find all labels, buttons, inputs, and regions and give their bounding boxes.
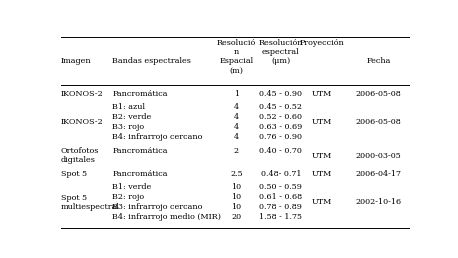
Text: 0.76 - 0.90: 0.76 - 0.90: [259, 133, 302, 141]
Text: 4: 4: [234, 113, 239, 121]
Text: IKONOS-2: IKONOS-2: [61, 90, 104, 98]
Text: 10: 10: [231, 203, 241, 211]
Text: 20: 20: [231, 213, 241, 221]
Text: 4: 4: [234, 103, 239, 111]
Text: 0.50 - 0.59: 0.50 - 0.59: [259, 183, 302, 191]
Text: Pancromática: Pancromática: [112, 148, 168, 156]
Text: UTM: UTM: [311, 90, 332, 98]
Text: B4: infrarrojo medio (MIR): B4: infrarrojo medio (MIR): [112, 213, 221, 221]
Text: Imagen: Imagen: [61, 57, 92, 65]
Text: B3: rojo: B3: rojo: [112, 123, 144, 131]
Text: 1.58 - 1.75: 1.58 - 1.75: [259, 213, 302, 221]
Text: 10: 10: [231, 183, 241, 191]
Text: 2006-04-17: 2006-04-17: [355, 170, 402, 178]
Text: Resolució
n
Espacial
(m): Resolució n Espacial (m): [217, 39, 256, 75]
Text: 0.48- 0.71: 0.48- 0.71: [261, 170, 301, 178]
Text: Spot 5
multiespectral: Spot 5 multiespectral: [61, 194, 120, 211]
Text: Bandas espectrales: Bandas espectrales: [112, 57, 191, 65]
Text: 4: 4: [234, 133, 239, 141]
Text: Ortofotos
digitales: Ortofotos digitales: [61, 147, 99, 164]
Text: 2006-05-08: 2006-05-08: [355, 118, 401, 126]
Text: Proyección: Proyección: [300, 39, 344, 47]
Text: 1: 1: [234, 90, 239, 98]
Text: 2.5: 2.5: [230, 170, 243, 178]
Text: 0.61 - 0.68: 0.61 - 0.68: [259, 193, 302, 201]
Text: 0.40 - 0.70: 0.40 - 0.70: [259, 148, 302, 156]
Text: Fecha: Fecha: [366, 57, 391, 65]
Text: UTM: UTM: [311, 152, 332, 160]
Text: 2002-10-16: 2002-10-16: [355, 198, 402, 206]
Text: 0.78 - 0.89: 0.78 - 0.89: [259, 203, 302, 211]
Text: B4: infrarrojo cercano: B4: infrarrojo cercano: [112, 133, 202, 141]
Text: 0.45 - 0.52: 0.45 - 0.52: [259, 103, 302, 111]
Text: 2006-05-08: 2006-05-08: [355, 90, 401, 98]
Text: Pancromática: Pancromática: [112, 90, 168, 98]
Text: B2: verde: B2: verde: [112, 113, 152, 121]
Text: Resolución
espectral
(μm): Resolución espectral (μm): [259, 39, 303, 65]
Text: B3: infrarrojo cercano: B3: infrarrojo cercano: [112, 203, 202, 211]
Text: Spot 5: Spot 5: [61, 170, 87, 178]
Text: B1: verde: B1: verde: [112, 183, 152, 191]
Text: 4: 4: [234, 123, 239, 131]
Text: B2: rojo: B2: rojo: [112, 193, 144, 201]
Text: 0.63 - 0.69: 0.63 - 0.69: [259, 123, 302, 131]
Text: UTM: UTM: [311, 170, 332, 178]
Text: 2000-03-05: 2000-03-05: [355, 152, 401, 160]
Text: 0.45 - 0.90: 0.45 - 0.90: [259, 90, 302, 98]
Text: B1: azul: B1: azul: [112, 103, 145, 111]
Text: IKONOS-2: IKONOS-2: [61, 118, 104, 126]
Text: 2: 2: [234, 148, 239, 156]
Text: 10: 10: [231, 193, 241, 201]
Text: UTM: UTM: [311, 198, 332, 206]
Text: 0.52 - 0.60: 0.52 - 0.60: [259, 113, 302, 121]
Text: Pancromática: Pancromática: [112, 170, 168, 178]
Text: UTM: UTM: [311, 118, 332, 126]
